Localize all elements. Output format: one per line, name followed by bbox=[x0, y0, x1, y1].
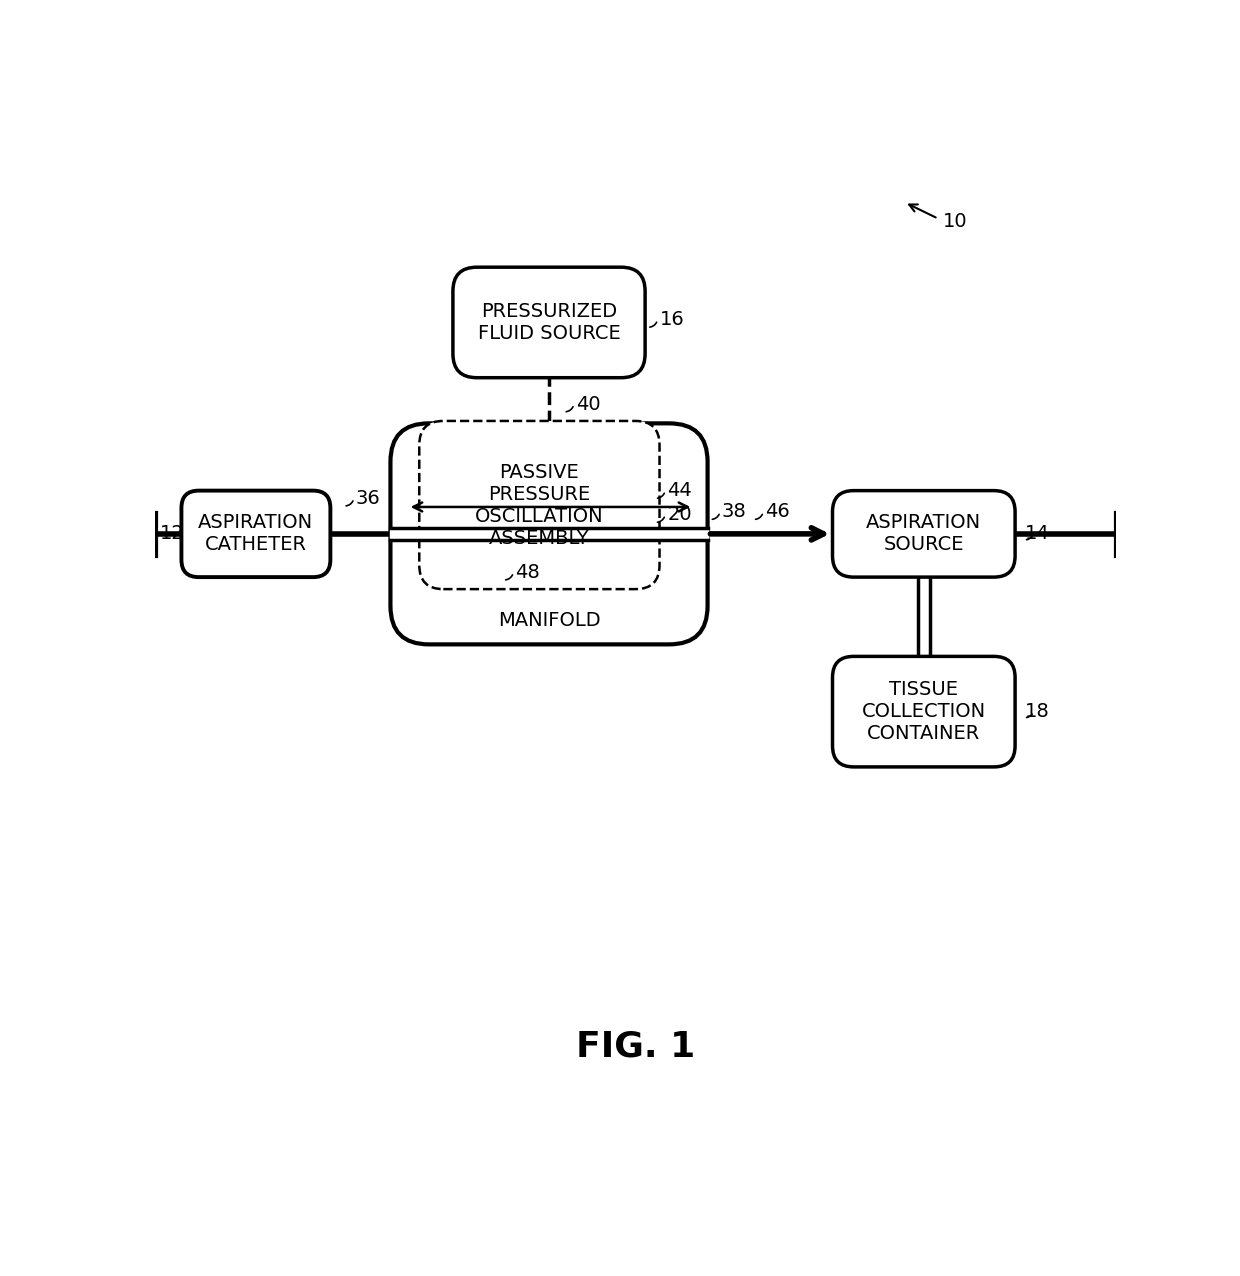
Text: 48: 48 bbox=[516, 563, 541, 582]
Text: 14: 14 bbox=[1024, 524, 1049, 544]
Text: 10: 10 bbox=[942, 212, 967, 231]
Text: 12: 12 bbox=[160, 524, 185, 544]
FancyBboxPatch shape bbox=[181, 490, 330, 577]
Text: 40: 40 bbox=[575, 394, 600, 413]
Text: PASSIVE
PRESSURE
OSCILLATION
ASSEMBLY: PASSIVE PRESSURE OSCILLATION ASSEMBLY bbox=[475, 462, 604, 547]
Text: 20: 20 bbox=[667, 505, 692, 524]
Text: 38: 38 bbox=[722, 503, 746, 522]
Text: 36: 36 bbox=[356, 489, 381, 508]
Text: ASPIRATION
SOURCE: ASPIRATION SOURCE bbox=[867, 513, 981, 554]
Text: 46: 46 bbox=[765, 503, 790, 522]
FancyBboxPatch shape bbox=[391, 424, 708, 644]
Text: MANIFOLD: MANIFOLD bbox=[497, 611, 600, 630]
FancyBboxPatch shape bbox=[832, 656, 1016, 767]
FancyBboxPatch shape bbox=[453, 267, 645, 378]
FancyBboxPatch shape bbox=[419, 421, 660, 590]
Text: 18: 18 bbox=[1024, 702, 1049, 721]
Text: 16: 16 bbox=[660, 310, 684, 329]
Text: 44: 44 bbox=[667, 481, 692, 500]
Text: TISSUE
COLLECTION
CONTAINER: TISSUE COLLECTION CONTAINER bbox=[862, 680, 986, 743]
Text: PRESSURIZED
FLUID SOURCE: PRESSURIZED FLUID SOURCE bbox=[477, 302, 620, 343]
Text: FIG. 1: FIG. 1 bbox=[575, 1028, 696, 1063]
Text: ASPIRATION
CATHETER: ASPIRATION CATHETER bbox=[198, 513, 314, 554]
FancyBboxPatch shape bbox=[832, 490, 1016, 577]
